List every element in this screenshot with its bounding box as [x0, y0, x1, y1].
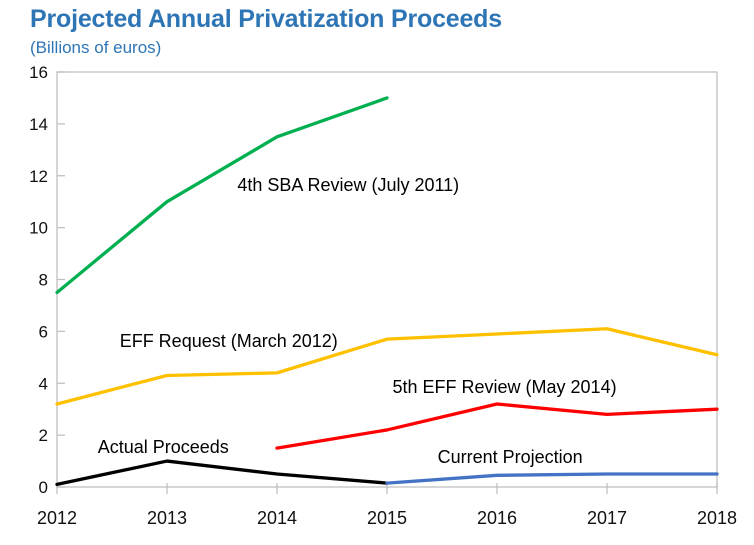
series-label-actual-proceeds: Actual Proceeds — [98, 437, 229, 457]
chart-subtitle: (Billions of euros) — [30, 38, 162, 57]
series-line-actual-proceeds — [55, 459, 389, 487]
y-axis-tick-label: 16 — [29, 63, 48, 82]
chart-title: Projected Annual Privatization Proceeds — [30, 5, 502, 33]
x-axis-tick-label: 2016 — [477, 508, 517, 528]
y-axis-tick-label: 2 — [39, 426, 48, 445]
x-axis-tick-label: 2017 — [587, 508, 627, 528]
x-axis-tick-label: 2013 — [147, 508, 187, 528]
x-axis-tick-label: 2018 — [697, 508, 737, 528]
series-label-4th-sba-review-july-2011: 4th SBA Review (July 2011) — [237, 175, 459, 195]
y-axis-tick-label: 6 — [39, 322, 48, 341]
y-axis-tick-label: 8 — [39, 271, 48, 290]
y-axis-tick-label: 10 — [29, 219, 48, 238]
series-line-5th-eff-review-may-2014 — [275, 402, 719, 450]
y-axis-tick-label: 14 — [29, 115, 48, 134]
series-line-eff-request-march-2012 — [55, 327, 719, 406]
y-axis-tick-label: 12 — [29, 167, 48, 186]
series-label-5th-eff-review-may-2014: 5th EFF Review (May 2014) — [393, 377, 617, 397]
x-axis-tick-label: 2015 — [367, 508, 407, 528]
series-line-4th-sba-review-july-2011 — [55, 96, 389, 295]
series-line-current-projection — [385, 472, 719, 485]
x-axis-tick-label: 2012 — [37, 508, 77, 528]
y-axis-tick-label: 0 — [39, 478, 48, 497]
plot-border — [56, 71, 718, 488]
series-label-current-projection: Current Projection — [438, 447, 583, 467]
x-axis-tick-label: 2014 — [257, 508, 297, 528]
y-axis-tick-label: 4 — [39, 374, 48, 393]
series-label-eff-request-march-2012: EFF Request (March 2012) — [120, 331, 338, 351]
